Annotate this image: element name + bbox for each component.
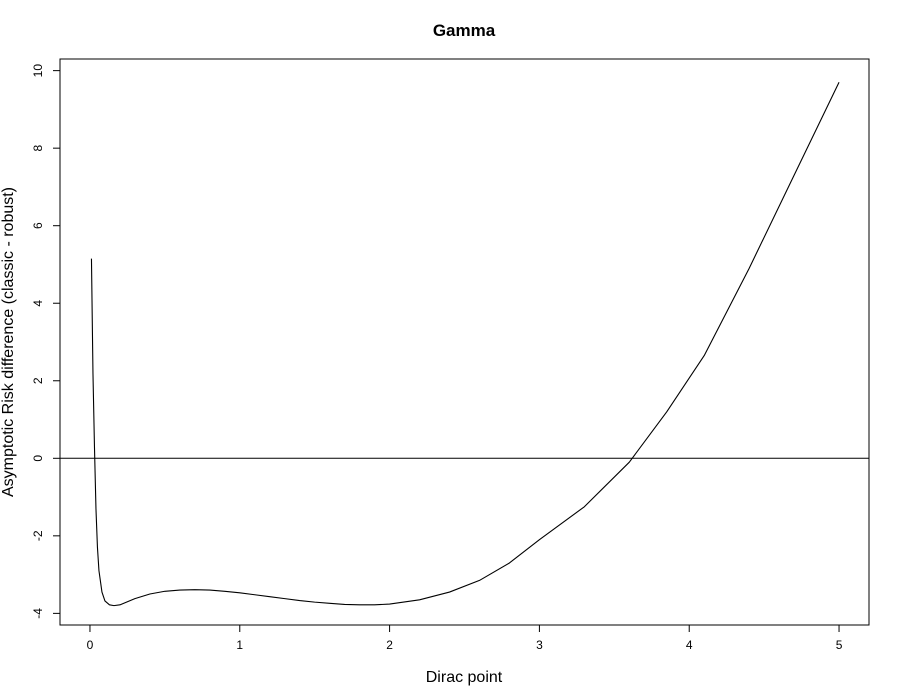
x-tick-label: 3 (536, 638, 543, 652)
chart-title: Gamma (433, 21, 496, 40)
series-line-1 (90, 82, 840, 607)
x-axis-label: Dirac point (426, 669, 503, 686)
y-tick-label: -2 (31, 530, 45, 541)
y-tick-label: 4 (31, 300, 45, 307)
y-tick-label: 6 (31, 222, 45, 229)
x-tick-label: 5 (836, 638, 843, 652)
x-tick-label: 4 (686, 638, 693, 652)
y-tick-label: 2 (31, 377, 45, 384)
y-tick-label: 8 (31, 145, 45, 152)
y-axis-label: Asymptotic Risk difference (classic - ro… (0, 187, 17, 497)
x-tick-label: 1 (236, 638, 243, 652)
x-axis: 0 1 2 3 4 5 (87, 624, 843, 652)
y-tick-label: 0 (31, 455, 45, 462)
y-axis: -4 -2 0 2 4 6 8 10 (31, 64, 61, 619)
y-tick-label: -4 (31, 608, 45, 619)
x-tick-label: 0 (87, 638, 94, 652)
y-tick-label: 10 (31, 64, 45, 78)
series-layer (90, 82, 840, 607)
x-tick-label: 2 (386, 638, 393, 652)
